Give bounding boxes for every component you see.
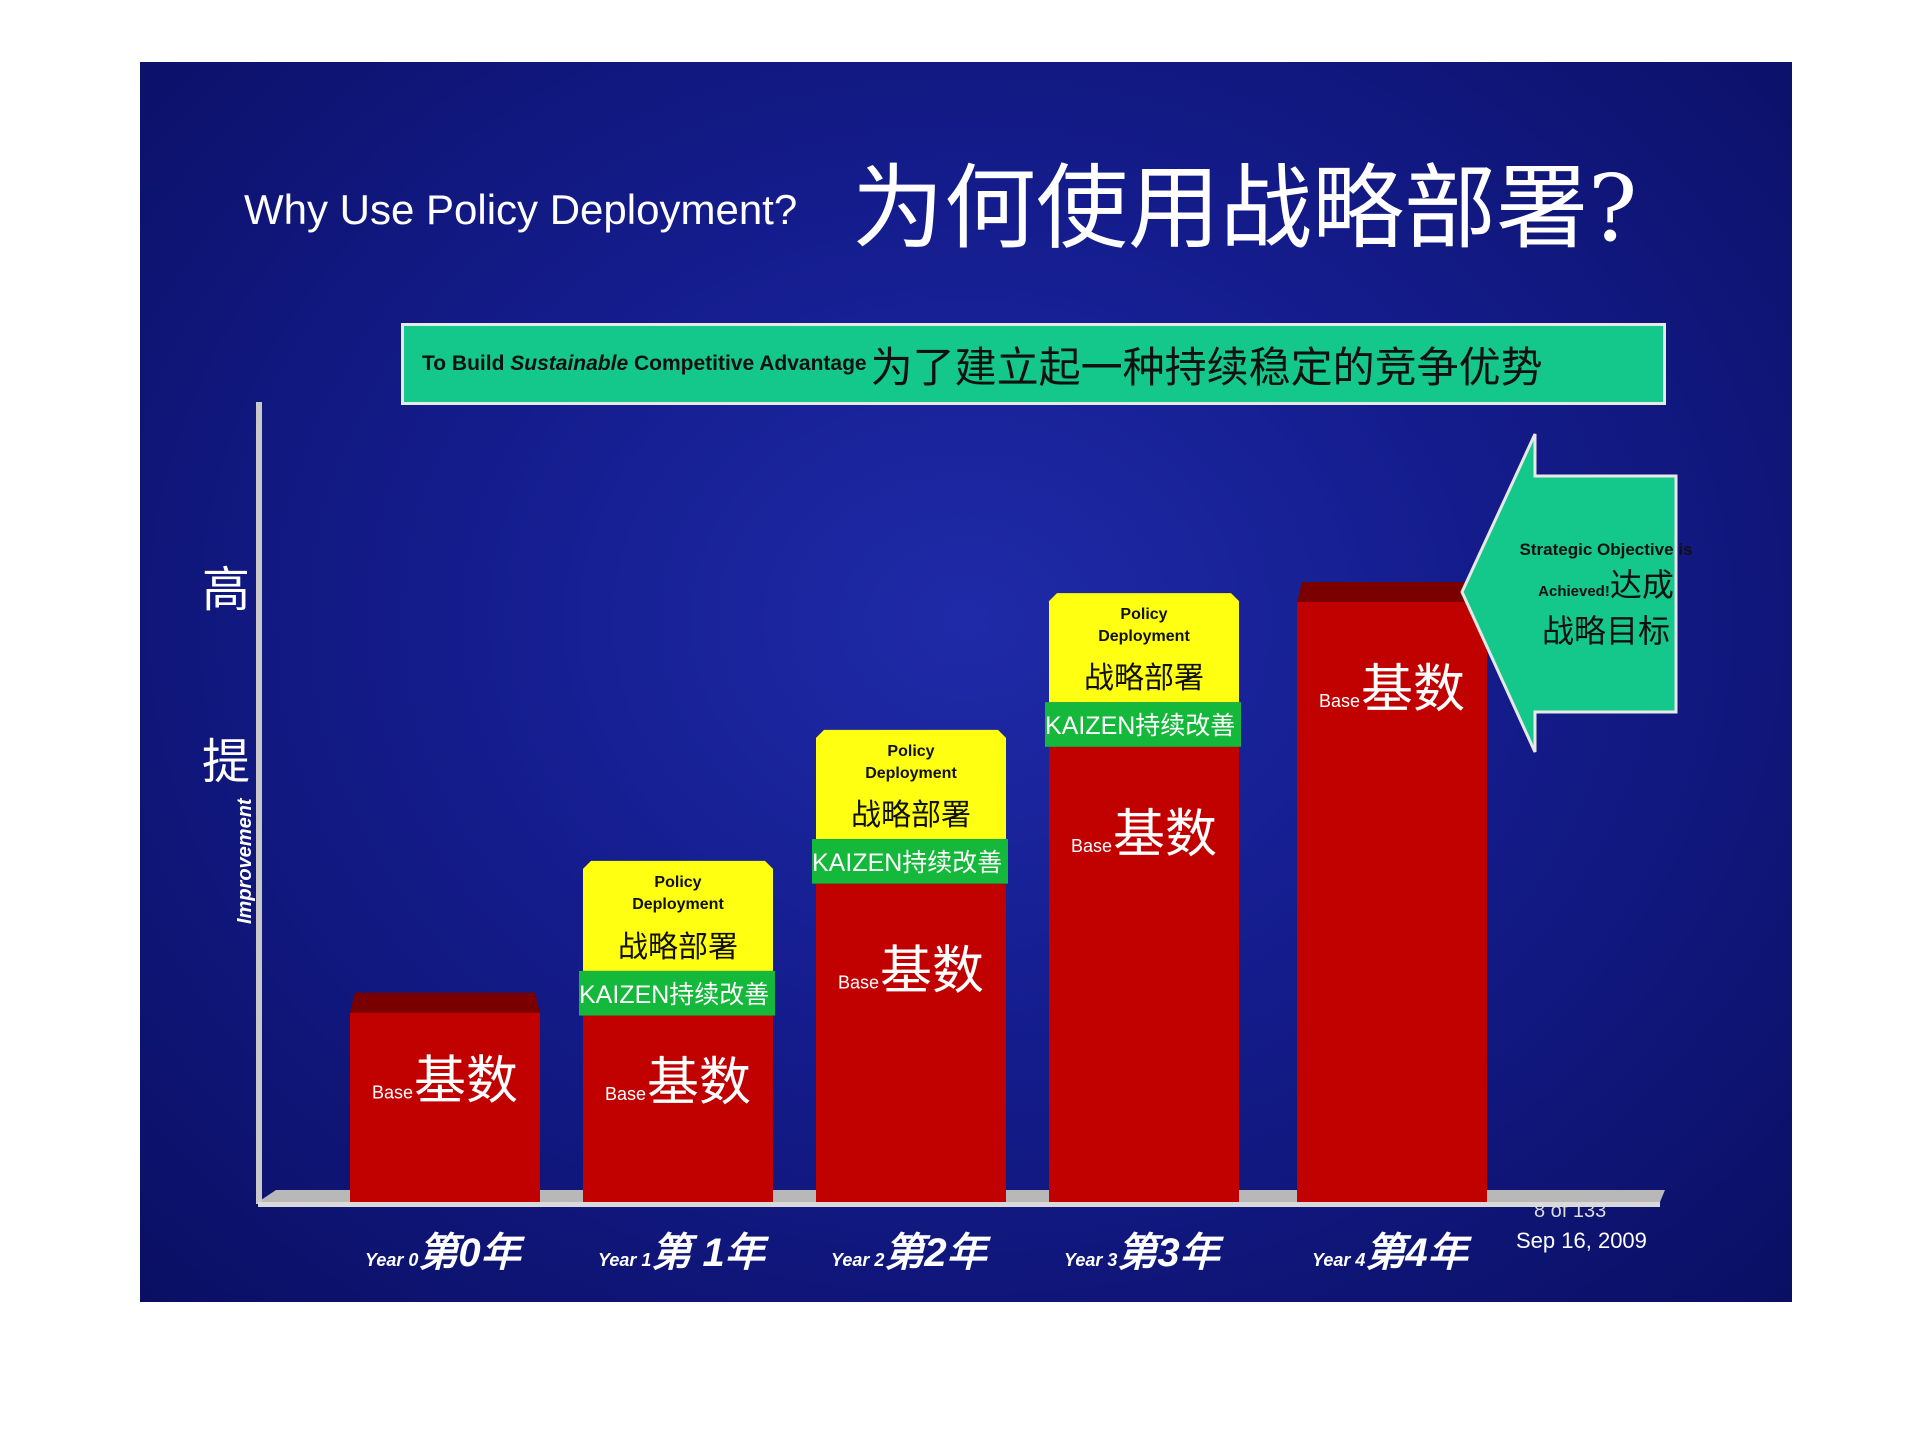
x-tick-label-4: Year 4第4年 (1312, 1220, 1468, 1278)
bar-kaizen-1 (579, 970, 775, 1016)
bar-base-label-zh-0: 基数 (414, 1051, 518, 1111)
bar-base-3 (1049, 746, 1239, 1202)
bar-base-label-zh-3: 基数 (1113, 805, 1217, 865)
x-tick-label-2: Year 2第2年 (831, 1220, 987, 1278)
x-tick-en-2: Year 2 (831, 1250, 885, 1270)
banner-english: To Build Sustainable Competitive Advanta… (422, 352, 867, 376)
banner-chinese: 为了建立起一种持续稳定的竞争优势 (870, 342, 1543, 392)
x-tick-zh-3: 第3年 (1117, 1231, 1220, 1275)
x-axis-line (258, 1202, 1660, 1207)
bar-base-top-0 (350, 992, 540, 1013)
bar-kaizen-3 (1045, 702, 1241, 747)
bar-base-2 (816, 883, 1006, 1202)
bar-kaizen-2 (812, 839, 1008, 884)
callout-arrow (1460, 433, 1678, 753)
bar-policy-label-1-3: Policy (1120, 606, 1167, 623)
bar-kaizen-label-1: KAIZEN持续改善 (579, 981, 769, 1009)
arrow-zh-b: 战略目标 (1541, 612, 1670, 650)
bar-base-0 (350, 1012, 540, 1202)
x-tick-en-4: Year 4 (1312, 1250, 1366, 1270)
x-tick-zh-4: 第4年 (1365, 1231, 1468, 1275)
banner-suffix: Competitive Advantage (628, 352, 867, 375)
bar-policy-label-1-1: Policy (654, 874, 701, 891)
bar-base-label-zh-2: 基数 (880, 942, 984, 1002)
x-tick-label-3: Year 3第3年 (1064, 1220, 1220, 1278)
bar-base-label-zh-1: 基数 (647, 1053, 751, 1113)
objective-banner: To Build Sustainable Competitive Advanta… (401, 323, 1666, 405)
x-tick-label-1: Year 1第 1年 (598, 1220, 765, 1278)
bar-kaizen-label-3: KAIZEN持续改善 (1045, 712, 1235, 740)
banner-prefix: To Build (422, 352, 511, 375)
page-count: 8 of 133 (1534, 1200, 1607, 1222)
x-tick-label-0: Year 0第0年 (365, 1220, 521, 1278)
y-axis-label-zh-bottom: 提 (202, 734, 251, 790)
bar-policy-1 (583, 860, 773, 971)
bar-policy-label-zh-3: 战略部署 (1084, 661, 1204, 696)
y-axis-label: Improvement (234, 798, 256, 924)
banner-emphasis: Sustainable (510, 352, 629, 375)
arrow-line2: Achieved! (1538, 583, 1610, 600)
bar-base-label-en-0: Base (372, 1082, 413, 1102)
bar-policy-label-zh-2: 战略部署 (851, 798, 971, 833)
x-tick-en-1: Year 1 (598, 1250, 652, 1270)
bar-policy-label-2-3: Deployment (1098, 628, 1190, 645)
x-tick-zh-0: 第0年 (418, 1231, 521, 1275)
bar-policy-3 (1049, 593, 1239, 703)
x-tick-zh-2: 第2年 (884, 1231, 987, 1275)
bar-policy-2 (816, 729, 1006, 840)
slide: Why Use Policy Deployment? 为何使用战略部署? To … (140, 62, 1792, 1302)
bar-base-label-zh-4: 基数 (1361, 660, 1465, 720)
y-axis-line (256, 402, 262, 1204)
bar-base-4 (1297, 602, 1487, 1202)
bar-base-1 (583, 1015, 773, 1202)
arrow-zh-a: 达成 (1609, 566, 1674, 604)
bar-base-label-en-3: Base (1071, 836, 1112, 856)
bar-base-top-4 (1297, 582, 1487, 602)
bar-base-label-en-1: Base (605, 1084, 646, 1104)
bar-base-label-en-4: Base (1319, 691, 1360, 711)
title-english: Why Use Policy Deployment? (244, 186, 798, 233)
arrow-text: Strategic Objective is Achieved!达成 战略目标 (1476, 540, 1736, 652)
bar-base-label-en-2: Base (838, 973, 879, 993)
x-tick-en-0: Year 0 (365, 1250, 419, 1270)
chart-svg: Base 基数 Base 基数KAIZEN持续改善PolicyDeployment战略… (256, 402, 1678, 1207)
arrow-line1: Strategic Objective is (1519, 540, 1693, 559)
y-axis-label-zh-top: 高 (202, 562, 251, 618)
title-chinese: 为何使用战略部署? (852, 155, 1638, 262)
bar-policy-label-2-2: Deployment (865, 765, 957, 782)
x-tick-en-3: Year 3 (1064, 1250, 1118, 1270)
bar-kaizen-label-2: KAIZEN持续改善 (812, 849, 1002, 877)
bar-policy-label-zh-1: 战略部署 (618, 930, 738, 965)
x-tick-zh-1: 第 1年 (651, 1231, 765, 1275)
page-date: Sep 16, 2009 (1516, 1228, 1647, 1253)
bar-policy-label-1-2: Policy (887, 743, 934, 760)
bar-policy-label-2-1: Deployment (632, 896, 724, 913)
